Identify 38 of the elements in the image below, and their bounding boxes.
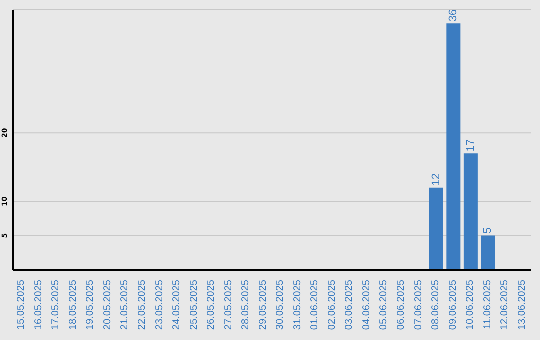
x-tick-label: 28.05.2025 [240, 280, 252, 330]
x-tick-label: 16.05.2025 [33, 280, 44, 330]
x-tick-label: 05.06.2025 [378, 280, 390, 330]
data-label: 12 [430, 174, 442, 186]
bar [429, 188, 444, 270]
x-tick-label: 23.05.2025 [154, 280, 166, 330]
x-tick-label: 30.05.2025 [275, 280, 286, 330]
x-tick-label: 21.05.2025 [120, 280, 131, 330]
x-tick-label: 11.06.2025 [482, 280, 494, 330]
x-tick-label: 10.06.2025 [465, 280, 476, 330]
x-tick-label: 29.05.2025 [258, 280, 269, 330]
bar [481, 236, 496, 270]
x-tick-label: 03.06.2025 [344, 280, 356, 330]
x-tick-label: 07.06.2025 [413, 280, 424, 330]
x-tick-label: 31.05.2025 [292, 280, 304, 330]
x-tick-label: 06.06.2025 [396, 280, 407, 330]
x-tick-label: 12.06.2025 [500, 280, 511, 330]
x-tick-label: 25.05.2025 [188, 280, 200, 330]
x-tick-label: 02.06.2025 [326, 280, 338, 330]
x-tick-label: 18.05.2025 [68, 280, 79, 330]
data-label: 36 [448, 9, 460, 22]
x-tick-label: 20.05.2025 [102, 280, 114, 330]
bar [446, 24, 461, 270]
x-tick-label: 17.05.2025 [50, 280, 62, 330]
x-tick-label: 08.06.2025 [430, 280, 442, 330]
x-tick-label: 26.05.2025 [206, 280, 218, 330]
x-tick-label: 04.06.2025 [361, 280, 372, 330]
x-tick-label: 09.06.2025 [448, 280, 459, 330]
bar [464, 154, 478, 270]
x-tick-label: 19.05.2025 [85, 280, 96, 330]
data-label: 5 [482, 228, 494, 234]
x-tick-label: 01.06.2025 [310, 280, 321, 330]
x-tick-label: 22.05.2025 [137, 280, 148, 330]
x-tick-label: 15.05.2025 [16, 280, 28, 330]
x-tick-label: 27.05.2025 [223, 280, 234, 330]
x-tick-label: 24.05.2025 [172, 280, 183, 330]
x-tick-label: 13.06.2025 [516, 280, 528, 330]
data-label: 17 [464, 139, 477, 152]
